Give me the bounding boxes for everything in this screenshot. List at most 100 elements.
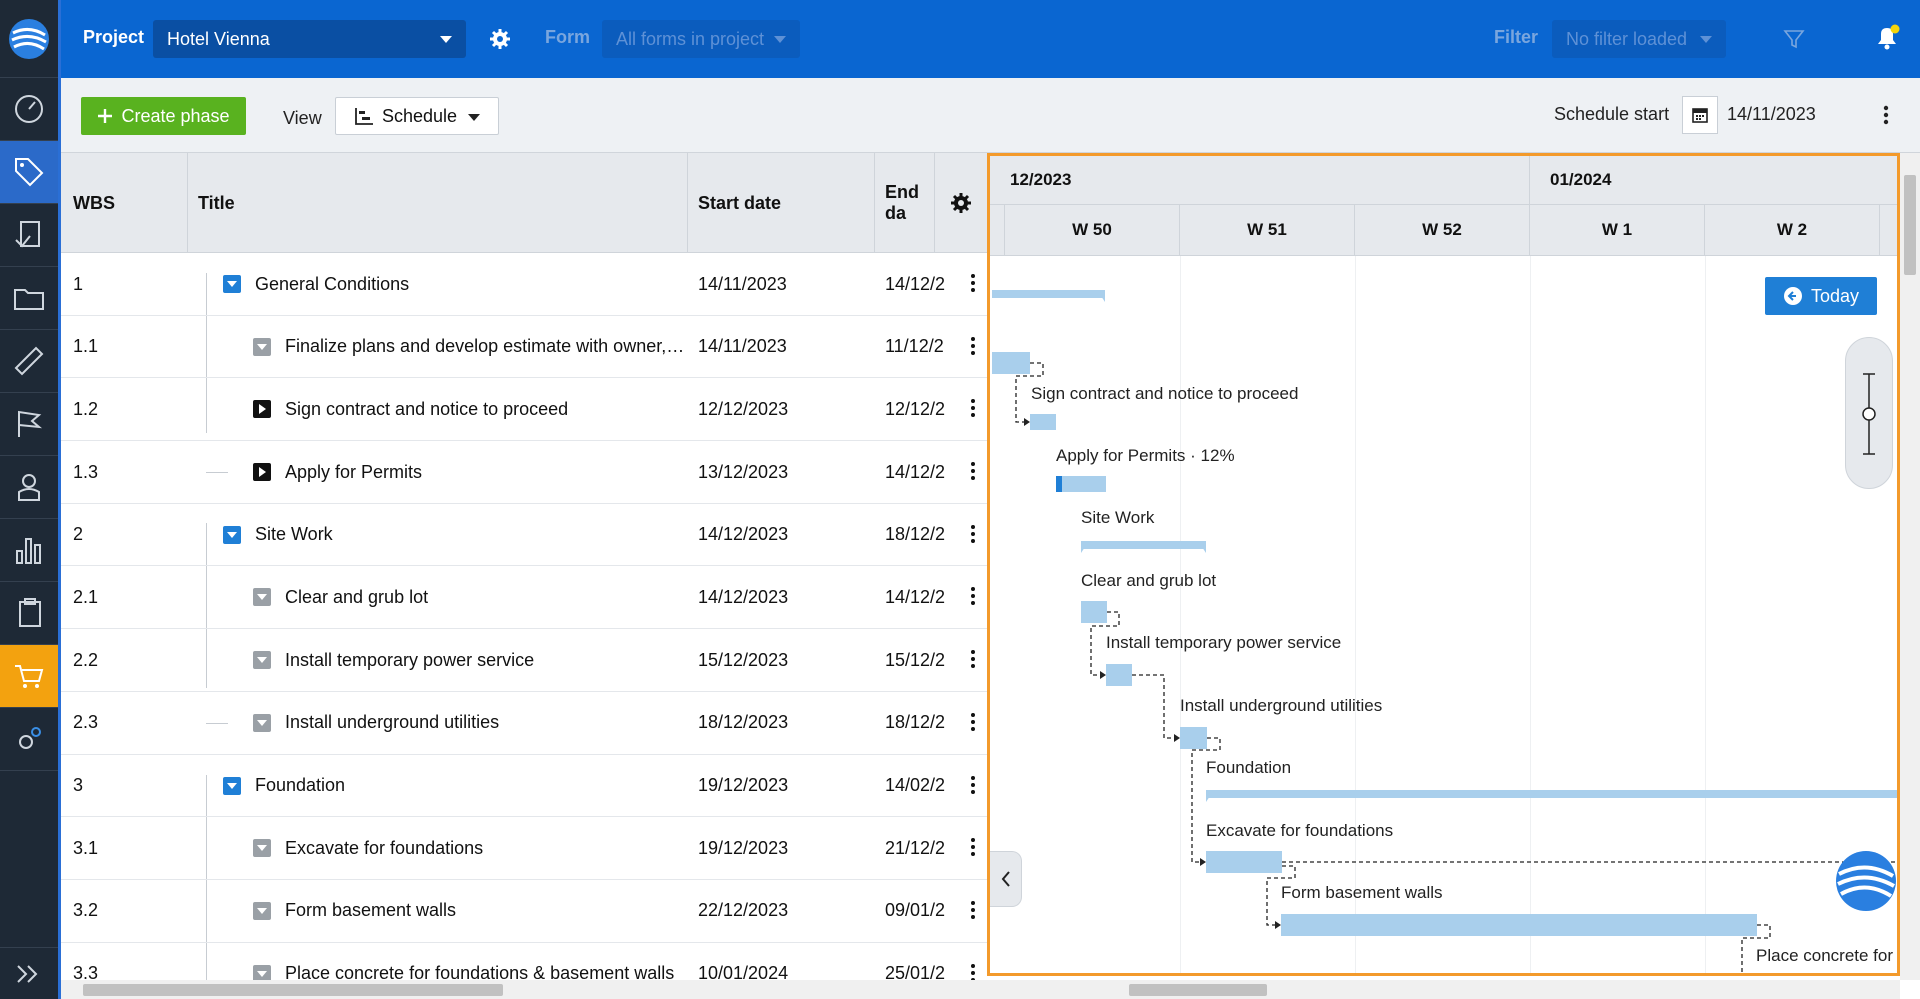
task-bar-apply-permits[interactable] [1056,476,1106,492]
expand-toggle-icon[interactable] [253,964,271,980]
view-select[interactable]: Schedule [335,97,499,135]
gantt-horizontal-scrollbar[interactable] [987,980,1900,999]
title-cell[interactable]: Clear and grub lot [253,566,688,628]
table-row[interactable]: 2.3 Install underground utilities 18/12/20… [61,692,987,755]
task-bar-temp-power[interactable] [1106,664,1132,686]
title-cell[interactable]: General Conditions [223,253,688,315]
table-row[interactable]: 1.2 Sign contract and notice to proceed 12… [61,378,987,442]
zoom-slider[interactable] [1845,337,1893,489]
row-menu-icon[interactable] [969,647,977,671]
expand-toggle-icon[interactable] [253,839,271,858]
row-menu-icon[interactable] [969,334,977,358]
nav-settings[interactable] [0,708,58,771]
nav-forms[interactable] [0,204,58,267]
table-row[interactable]: 3.3 Place concrete for foundations & base… [61,943,987,980]
nav-folders[interactable] [0,267,58,330]
expand-toggle-icon[interactable] [223,275,241,293]
nav-milestones[interactable] [0,393,58,456]
title-cell[interactable]: Sign contract and notice to proceed [253,378,688,440]
play-icon[interactable] [253,463,271,482]
title-cell[interactable]: Install underground utilities [253,692,688,754]
expand-sidebar-button[interactable] [0,947,58,999]
summary-bar-foundation[interactable] [1206,790,1897,798]
table-row[interactable]: 3.1 Excavate for foundations 19/12/2023 21/… [61,817,987,880]
col-start-date[interactable]: Start date [688,153,875,253]
table-row[interactable]: 1.1 Finalize plans and develop estimate w… [61,316,987,379]
col-wbs[interactable]: WBS [61,153,188,253]
nav-measure[interactable] [0,330,58,393]
create-phase-button[interactable]: Create phase [81,97,246,135]
task-bar-clear-grub[interactable] [1081,601,1107,623]
help-assistant-logo-icon[interactable] [1833,848,1899,914]
table-row[interactable]: 3.2 Form basement walls 22/12/2023 09/01/2 [61,880,987,943]
row-menu-icon[interactable] [969,835,977,859]
task-bar-basement[interactable] [1281,914,1757,936]
nav-dashboard[interactable] [0,78,58,141]
table-row[interactable]: 1.3 Apply for Permits 13/12/2023 14/12/2 [61,441,987,504]
scroll-thumb[interactable] [1129,984,1267,996]
date-picker-button[interactable] [1682,96,1718,134]
title-cell[interactable]: Site Work [223,504,688,566]
row-menu-icon[interactable] [969,584,977,608]
title-cell[interactable]: Place concrete for foundations & basemen… [253,943,688,980]
expand-toggle-icon[interactable] [223,525,241,544]
vertical-scrollbar[interactable] [1900,153,1920,980]
nav-tags[interactable] [0,141,58,204]
task-bar-excavate[interactable] [1206,851,1282,873]
row-menu-icon[interactable] [969,459,977,483]
row-menu-icon[interactable] [969,898,977,922]
title-cell[interactable]: Apply for Permits [253,441,688,503]
expand-toggle-icon[interactable] [253,588,271,607]
collapse-grid-button[interactable] [990,851,1022,907]
row-menu-icon[interactable] [969,522,977,546]
expand-toggle-icon[interactable] [253,651,271,670]
expand-toggle-icon[interactable] [223,776,241,795]
title-cell[interactable]: Install temporary power service [253,629,688,691]
play-icon[interactable] [253,400,271,419]
arrow-left-circle-icon [1783,287,1802,305]
scroll-thumb[interactable] [83,984,503,996]
nav-procurement[interactable] [0,645,58,708]
more-options-icon[interactable] [1876,100,1896,130]
nav-contacts[interactable] [0,456,58,519]
week-header: W 1 [1530,205,1705,256]
table-row[interactable]: 2.1 Clear and grub lot 14/12/2023 14/12/2 [61,566,987,630]
grid-horizontal-scrollbar[interactable] [61,980,987,999]
summary-bar-site-work[interactable] [1081,541,1206,549]
expand-toggle-icon[interactable] [253,713,271,732]
title-cell[interactable]: Form basement walls [253,880,688,942]
row-menu-icon[interactable] [969,396,977,420]
task-bar-sign-contract[interactable] [1030,414,1056,430]
title-cell[interactable]: Foundation [223,755,688,817]
today-button[interactable]: Today [1765,277,1877,315]
summary-bar-general-conditions[interactable] [992,290,1105,298]
filter-select[interactable]: No filter loaded [1552,20,1726,58]
funnel-icon[interactable] [1783,28,1805,50]
row-menu-icon[interactable] [969,710,977,734]
row-menu-icon[interactable] [969,961,977,980]
form-select[interactable]: All forms in project [602,20,800,58]
col-title[interactable]: Title [188,153,688,253]
nav-clipboard[interactable] [0,582,58,645]
expand-toggle-icon[interactable] [253,901,271,920]
title-cell[interactable]: Finalize plans and develop estimate with… [253,316,688,378]
nav-reports[interactable] [0,519,58,582]
app-logo[interactable] [0,0,58,78]
project-select[interactable]: Hotel Vienna [153,20,466,58]
table-row[interactable]: 1 General Conditions 14/11/2023 14/12/2 [61,253,987,316]
schedule-start-value[interactable]: 14/11/2023 [1727,104,1816,124]
gear-icon[interactable] [489,28,511,50]
table-row[interactable]: 2.2 Install temporary power service 15/12/… [61,629,987,692]
row-menu-icon[interactable] [969,773,977,797]
scroll-thumb[interactable] [1904,175,1916,275]
task-bar-finalize-plans[interactable] [992,352,1030,374]
expand-toggle-icon[interactable] [253,337,271,356]
task-bar-utilities[interactable] [1180,727,1207,749]
table-row[interactable]: 3 Foundation 19/12/2023 14/02/2 [61,755,987,818]
column-settings[interactable] [935,153,987,253]
col-end-date[interactable]: End da [875,153,935,253]
bell-icon[interactable] [1874,24,1900,52]
table-row[interactable]: 2 Site Work 14/12/2023 18/12/2 [61,504,987,567]
row-menu-icon[interactable] [969,271,977,295]
title-cell[interactable]: Excavate for foundations [253,817,688,879]
